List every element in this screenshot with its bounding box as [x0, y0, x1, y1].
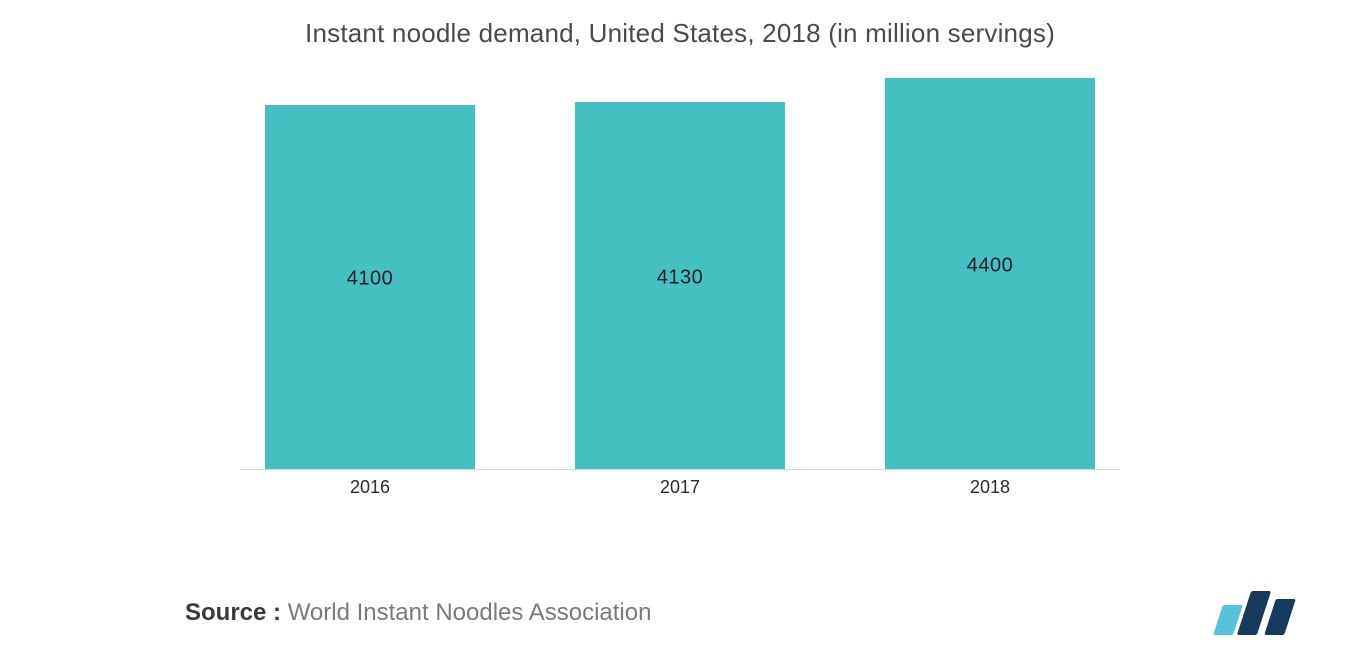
- x-tick-label: 2017: [575, 469, 785, 498]
- plot-area: 41002016 41302017 44002018: [240, 70, 1120, 470]
- x-tick-label: 2016: [265, 469, 475, 498]
- source-text: World Instant Noodles Association: [281, 599, 651, 626]
- brand-logo: [1218, 587, 1306, 635]
- x-tick-label: 2018: [885, 469, 1095, 498]
- logo-bar-icon: [1264, 599, 1296, 635]
- chart-container: Instant noodle demand, United States, 20…: [180, 0, 1180, 560]
- bar: 41302017: [575, 102, 785, 469]
- bar: 41002016: [265, 105, 475, 469]
- bar-value-label: 4100: [265, 268, 475, 291]
- bar-value-label: 4130: [575, 267, 785, 290]
- bar-value-label: 4400: [885, 254, 1095, 277]
- chart-title: Instant noodle demand, United States, 20…: [180, 0, 1180, 49]
- source-line: Source : World Instant Noodles Associati…: [185, 599, 651, 627]
- bar: 44002018: [885, 78, 1095, 469]
- source-label: Source :: [185, 599, 281, 626]
